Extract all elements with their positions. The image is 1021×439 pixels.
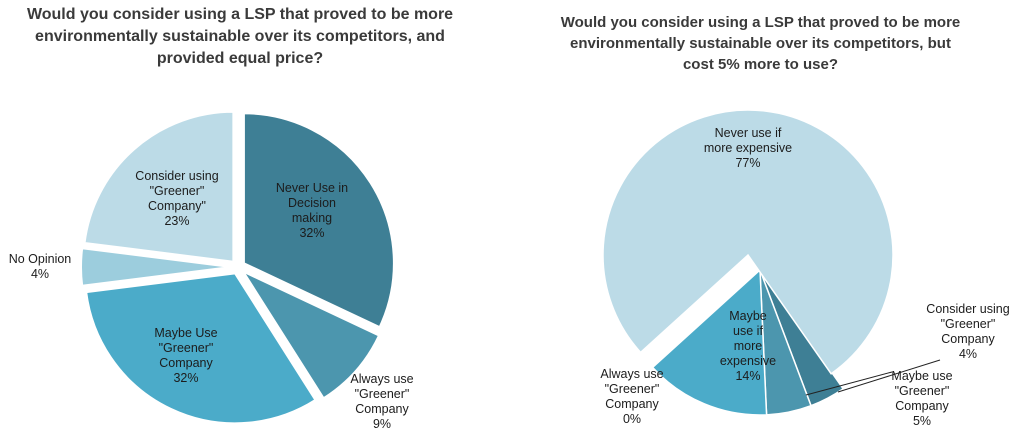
chart-2-label-1: Maybe use "Greener" Company 5% [891, 369, 952, 428]
chart-1-slice-4 [83, 110, 235, 263]
chart-2-label-3: Always use "Greener" Company 0% [600, 367, 663, 426]
chart-1-label-4: Consider using "Greener" Company" 23% [135, 169, 218, 228]
chart-1-slice-2 [85, 272, 317, 425]
chart-2-label-0: Consider using "Greener" Company 4% [926, 302, 1009, 361]
chart-1-slice-0 [242, 112, 395, 329]
chart-2-slice-2 [651, 268, 768, 416]
chart-2-leader-line-0 [837, 359, 941, 393]
chart-1-label-1: Always use "Greener" Company 9% [350, 372, 413, 431]
chart-1-title: Would you consider using a LSP that prov… [26, 6, 454, 67]
chart-2-label-2: Maybe use if more expensive 14% [720, 309, 776, 383]
chart-2-label-4: Never use if more expensive 77% [704, 126, 792, 170]
chart-1-slice-1 [240, 269, 381, 400]
chart-1-label-3: No Opinion 4% [9, 252, 72, 281]
chart-2-slice-4 [602, 109, 894, 375]
chart-1-label-2: Maybe Use "Greener" Company 32% [154, 326, 217, 385]
chart-2-title: Would you consider using a LSP that prov… [560, 14, 961, 73]
chart-1-label-0: Never Use in Decision making 32% [276, 181, 348, 240]
chart-1-slice-3 [79, 247, 232, 287]
chart-2-leader-line-1 [805, 371, 893, 396]
